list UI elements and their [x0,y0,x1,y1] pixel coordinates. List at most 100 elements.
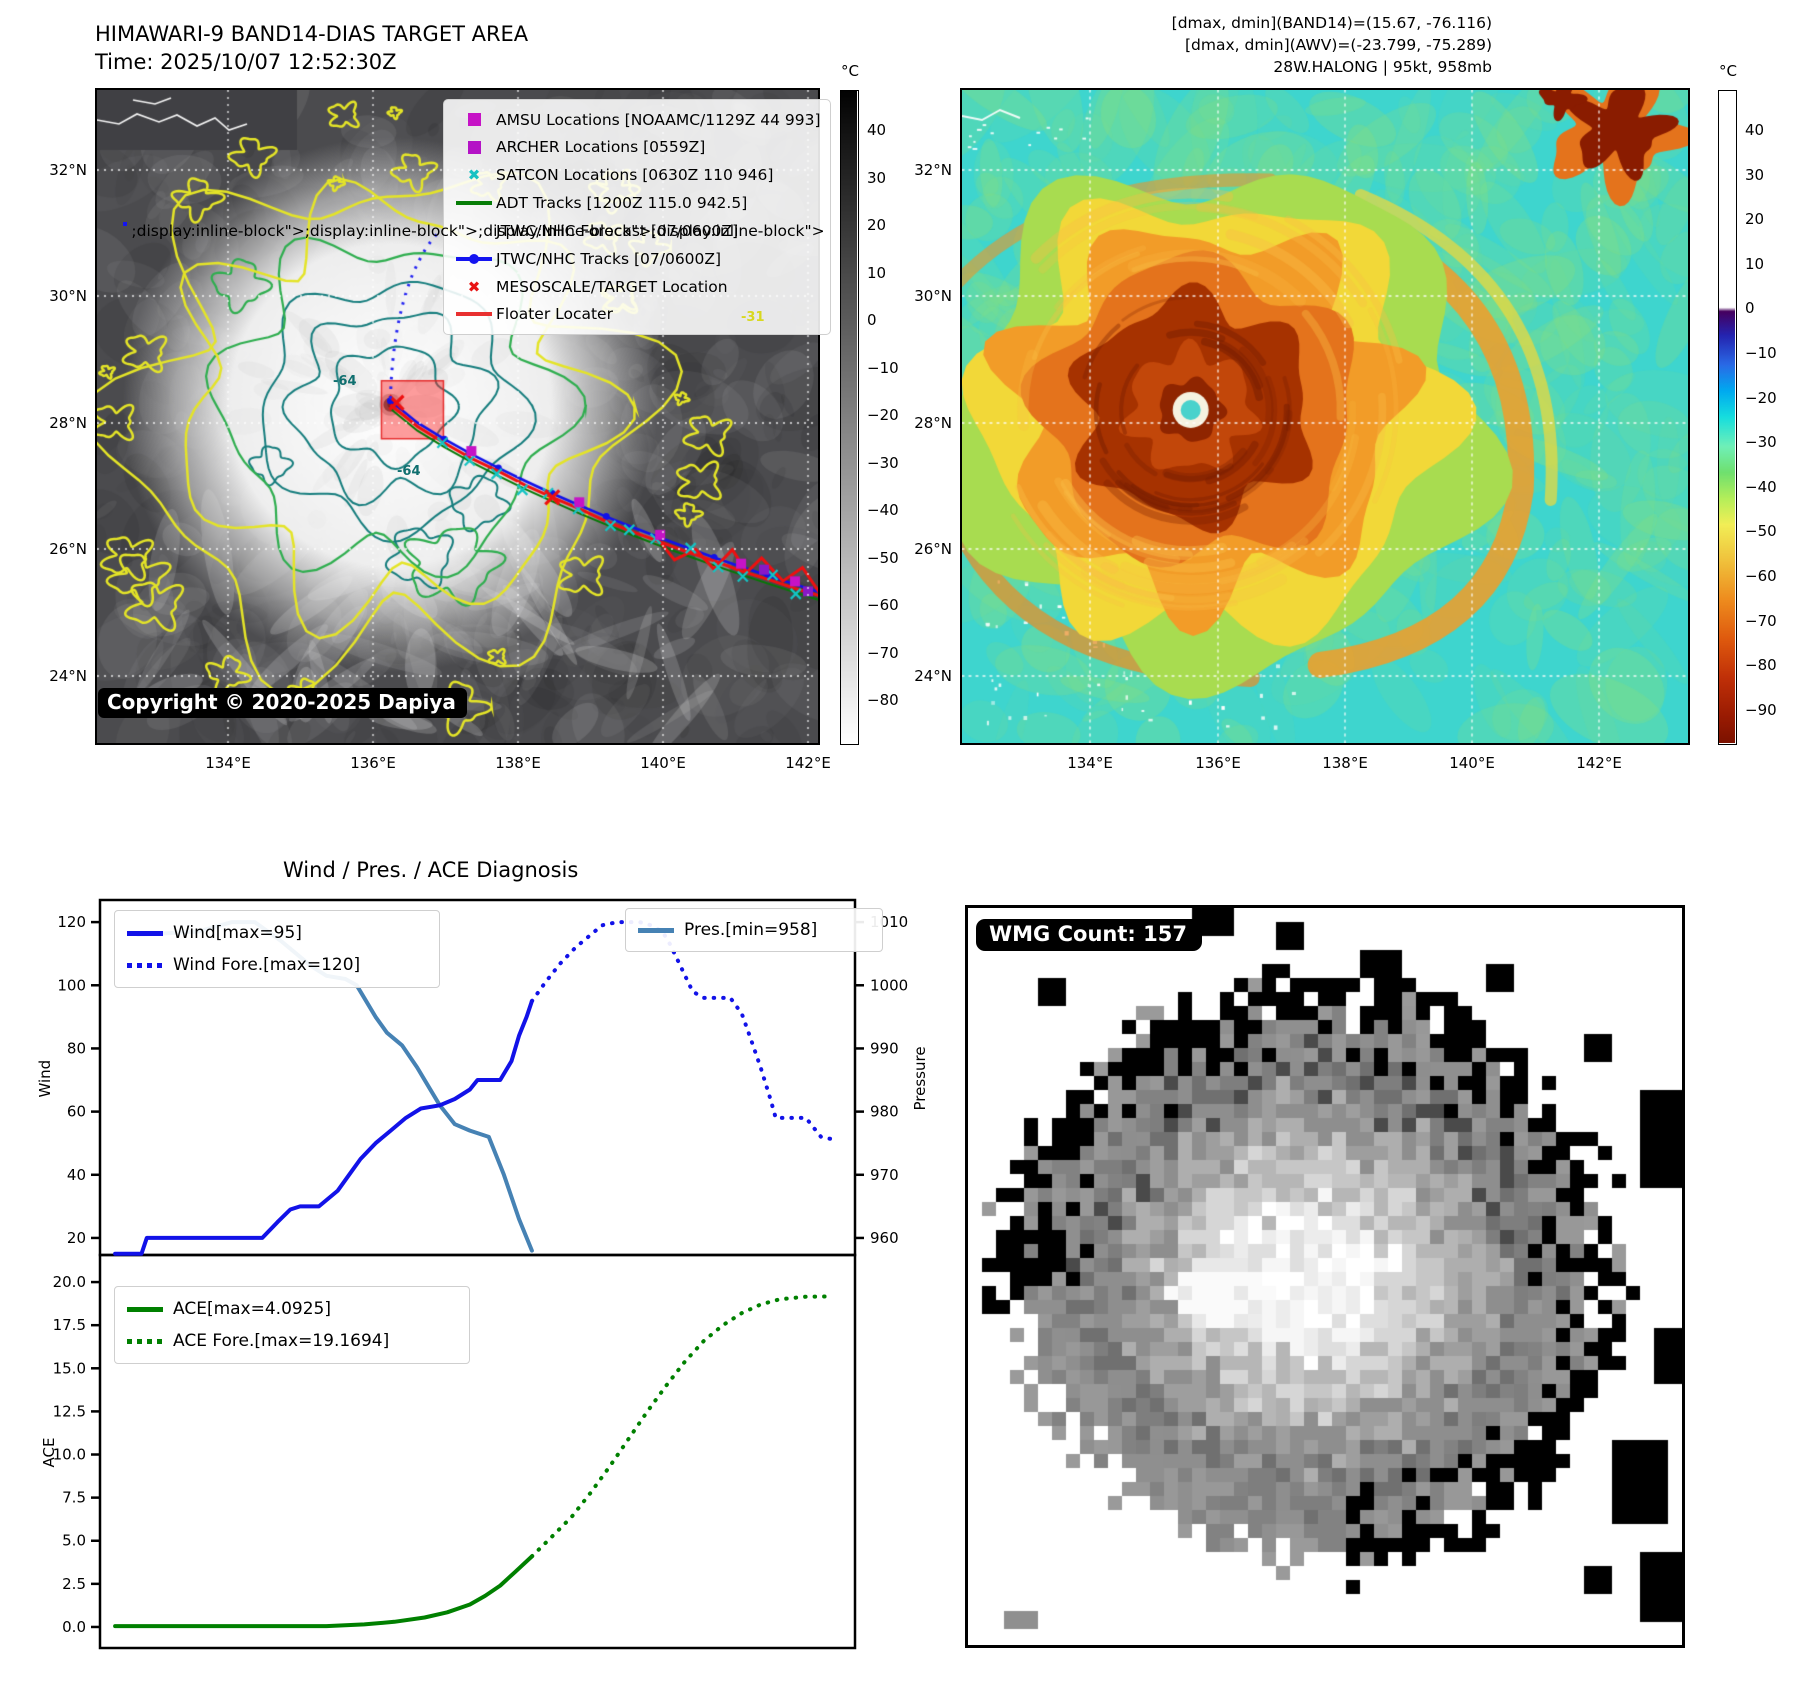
satellite-title: HIMAWARI-9 BAND14-DIAS TARGET AREA [95,22,529,46]
pressure-tick-label: 980 [870,1103,899,1121]
dmax-band14: [dmax, dmin](BAND14)=(15.67, -76.116) [1171,14,1492,32]
colorbar-tick: 20 [1745,210,1765,229]
x-marker-icon: ✖ [467,166,481,185]
band14-colorbar-unit: °C [841,62,859,80]
wmg-pixel-image [968,908,1682,1645]
x-tick-label: 140°E [1449,754,1495,772]
ace-tick-label: 0.0 [62,1618,86,1636]
legend-item-label: ARCHER Locations [0559Z] [496,138,706,157]
colorbar-tick: −10 [1745,344,1777,362]
y-tick-label: 24°N [49,667,87,685]
legend-item-label: JTWC/NHC Forecast [07/0600Z] [496,221,739,240]
y-tick-label: 30°N [49,287,87,305]
colorbar-tick: −70 [1745,611,1777,630]
colorbar-tick: −80 [867,691,899,709]
line-marker-icon [638,927,684,933]
wind-axis-label: Wind [36,1060,54,1098]
line-marker-icon [127,1306,173,1312]
wmg-count-badge: WMG Count: 157 [976,919,1202,951]
chart-legend-label: ACE[max=4.0925] [173,1299,331,1319]
legend-item: ARCHER Locations [0559Z] [452,135,820,160]
contour-label: -64 [333,374,357,389]
ace-tick-label: 5.0 [62,1532,86,1550]
contour-label: -31 [741,310,765,325]
colorbar-tick: −80 [1745,656,1777,675]
x-tick-label: 134°E [1067,754,1113,772]
chart-legend-item: Wind[max=95] [127,920,427,947]
chart-legend-label: Pres.[min=958] [684,920,818,940]
colorbar-tick: −30 [1745,433,1777,452]
colorbar-tick: 0 [1745,299,1755,318]
colorbar-tick: −10 [867,358,899,377]
legend-item-label: ADT Tracks [1200Z 115.0 942.5] [496,194,748,213]
awv-colorbar-unit: °C [1719,62,1737,80]
y-tick-label: 26°N [49,540,87,558]
y-tick-label: 32°N [914,161,952,179]
ace-tick-label: 15.0 [53,1359,86,1377]
y-tick-label: 28°N [49,414,87,432]
colorbar-tick: −20 [867,406,899,424]
pressure-tick-label: 1000 [870,976,908,994]
map-legend: AMSU Locations [NOAAMC/1129Z 44 993] ARCH… [123,99,831,335]
x-tick-label: 142°E [785,754,831,772]
square-marker-icon [452,140,496,154]
colorbar-tick: 20 [867,216,887,234]
pressure-tick-label: 970 [870,1166,899,1184]
ace-tick-label: 7.5 [62,1489,86,1507]
colorbar-tick: −50 [867,548,899,567]
colorbar-tick: −30 [867,453,899,472]
legend-item-label: Floater Locater [496,305,613,324]
colorbar-tick: −50 [1745,522,1777,541]
x-marker-icon: ✖ [467,277,481,296]
ace-tick-label: 10.0 [53,1446,86,1464]
pressure-tick-label: 990 [870,1039,899,1057]
legend-item-label: SATCON Locations [0630Z 110 946] [496,166,774,185]
legend-item: Floater Locater [452,302,820,327]
wind-tick-label: 120 [57,913,86,931]
pressure-tick-label: 960 [870,1229,899,1247]
chart-legend-item: ACE Fore.[max=19.1694] [127,1328,457,1355]
colorbar-tick: 0 [867,311,877,329]
y-tick-label: 26°N [914,540,952,558]
colorbar-tick: −60 [1745,567,1777,585]
x-tick-label: 138°E [495,754,541,772]
ace-chart-frame [98,1253,857,1650]
dotted-line-marker-icon [127,962,173,968]
line-marker-icon [127,930,173,936]
left-header: HIMAWARI-9 BAND14-DIAS TARGET AREA Time:… [95,20,528,76]
ace-tick-label: 12.5 [53,1402,86,1420]
x-tick-label: 140°E [640,754,686,772]
series-Wind Fore.[max=120] [529,920,839,1142]
colorbar-tick: 40 [867,121,887,139]
ace-tick-label: 20.0 [53,1273,86,1291]
line-marker-icon [452,312,496,317]
y-tick-label: 30°N [914,287,952,305]
legend-item: AMSU Locations [NOAAMC/1129Z 44 993] [452,107,821,132]
colorbar-tick: −90 [1745,700,1777,719]
legend-item: ✖ SATCON Locations [0630Z 110 946] [452,163,820,188]
pressure-axis-label: Pressure [911,1046,929,1110]
ace-axis-label: ACE [40,1438,58,1468]
line-marker-icon [452,201,496,206]
y-tick-label: 24°N [914,667,952,685]
colorbar-tick: −70 [867,643,899,662]
band14-colorbar [840,90,859,745]
chart-legend-item: ACE[max=4.0925] [127,1296,457,1323]
colorbar-tick: −60 [867,596,899,614]
awv-satellite-image [962,90,1688,743]
y-tick-label: 32°N [49,161,87,179]
ace-tick-label: 17.5 [53,1316,86,1334]
x-tick-label: 134°E [205,754,251,772]
wind-legend: Wind[max=95] Wind Fore.[max=120] [114,910,440,988]
legend-item: JTWC/NHC Tracks [07/0600Z] [452,246,820,271]
chart-title: Wind / Pres. / ACE Diagnosis [283,858,579,882]
wind-tick-label: 60 [67,1103,86,1121]
chart-legend-item: Pres.[min=958] [638,917,870,944]
legend-item: ✖ MESOSCALE/TARGET Location [452,274,820,299]
ace-legend: ACE[max=4.0925] ACE Fore.[max=19.1694] [114,1286,470,1364]
colorbar-tick: 10 [1745,254,1765,273]
y-tick-label: 28°N [914,414,952,432]
square-marker-icon [452,113,496,126]
series-Wind[max=95] [113,999,534,1256]
